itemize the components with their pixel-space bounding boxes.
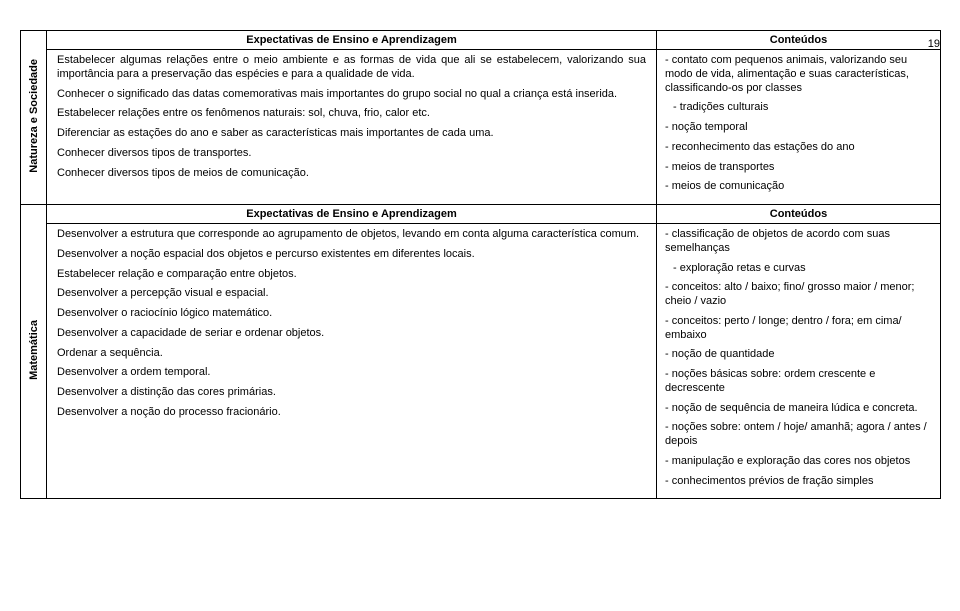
section-header-row: Natureza e Sociedade Expectativas de Ens… — [21, 31, 941, 50]
right-item: - exploração retas e curvas — [665, 262, 932, 276]
right-item: - contato com pequenos animais, valoriza… — [665, 54, 932, 95]
left-item: Desenvolver a percepção visual e espacia… — [57, 287, 646, 301]
left-item: Estabelecer relação e comparação entre o… — [57, 268, 646, 282]
left-item: Estabelecer algumas relações entre o mei… — [57, 54, 646, 82]
right-item: - conceitos: alto / baixo; fino/ grosso … — [665, 281, 932, 309]
header-left: Expectativas de Ensino e Aprendizagem — [47, 205, 657, 224]
right-item: - noções sobre: ontem / hoje/ amanhã; ag… — [665, 421, 932, 449]
right-item: - classificação de objetos de acordo com… — [665, 228, 932, 256]
section-body-row: Estabelecer algumas relações entre o mei… — [21, 50, 941, 205]
left-item: Ordenar a sequência. — [57, 347, 646, 361]
right-item: - manipulação e exploração das cores nos… — [665, 455, 932, 469]
left-item: Diferenciar as estações do ano e saber a… — [57, 127, 646, 141]
left-body: Estabelecer algumas relações entre o mei… — [47, 50, 657, 205]
right-item: - conceitos: perto / longe; dentro / for… — [665, 315, 932, 343]
section-vlabel: Natureza e Sociedade — [21, 31, 47, 205]
page-number: 19 — [928, 38, 940, 50]
left-item: Conhecer diversos tipos de transportes. — [57, 147, 646, 161]
left-item: Desenvolver a noção do processo fracioná… — [57, 406, 646, 420]
left-item: Desenvolver o raciocínio lógico matemáti… — [57, 307, 646, 321]
header-right: Conteúdos — [657, 31, 941, 50]
right-item: - noção de sequência de maneira lúdica e… — [665, 402, 932, 416]
right-body: - classificação de objetos de acordo com… — [657, 224, 941, 499]
left-item: Desenvolver a noção espacial dos objetos… — [57, 248, 646, 262]
right-item: - conhecimentos prévios de fração simple… — [665, 475, 932, 489]
left-item: Estabelecer relações entre os fenômenos … — [57, 107, 646, 121]
left-item: Desenvolver a estrutura que corresponde … — [57, 228, 646, 242]
left-item: Conhecer diversos tipos de meios de comu… — [57, 167, 646, 181]
left-item: Conhecer o significado das datas comemor… — [57, 88, 646, 102]
left-item: Desenvolver a distinção das cores primár… — [57, 386, 646, 400]
right-item: - noção de quantidade — [665, 348, 932, 362]
left-item: Desenvolver a ordem temporal. — [57, 366, 646, 380]
section-body-row: Desenvolver a estrutura que corresponde … — [21, 224, 941, 499]
right-item: - meios de transportes — [665, 161, 932, 175]
right-item: - reconhecimento das estações do ano — [665, 141, 932, 155]
header-left: Expectativas de Ensino e Aprendizagem — [47, 31, 657, 50]
right-item: - noções básicas sobre: ordem crescente … — [665, 368, 932, 396]
right-item: - tradições culturais — [665, 101, 932, 115]
left-item: Desenvolver a capacidade de seriar e ord… — [57, 327, 646, 341]
header-right: Conteúdos — [657, 205, 941, 224]
curriculum-table: Natureza e Sociedade Expectativas de Ens… — [20, 30, 941, 499]
left-body: Desenvolver a estrutura que corresponde … — [47, 224, 657, 499]
section-header-row: Matemática Expectativas de Ensino e Apre… — [21, 205, 941, 224]
section-vlabel: Matemática — [21, 205, 47, 499]
right-body: - contato com pequenos animais, valoriza… — [657, 50, 941, 205]
right-item: - noção temporal — [665, 121, 932, 135]
right-item: - meios de comunicação — [665, 180, 932, 194]
